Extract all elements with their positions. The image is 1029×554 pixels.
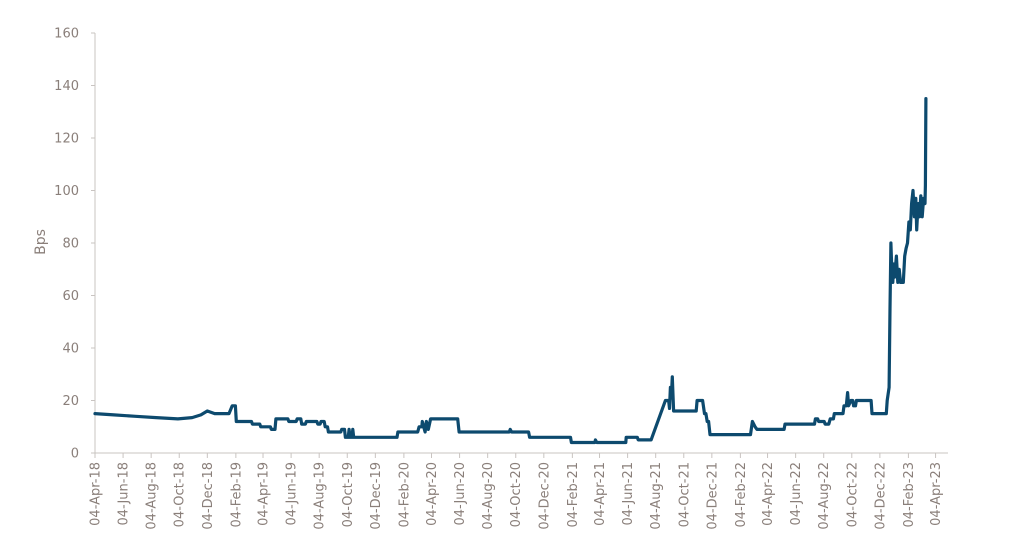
y-tick-label: 120 <box>54 132 79 147</box>
y-tick-label: 0 <box>71 447 79 462</box>
x-tick-label: 04-Oct-21 <box>677 462 692 527</box>
x-tick-label: 04-Aug-18 <box>145 462 160 530</box>
x-tick-label: 04-Feb-19 <box>229 462 244 527</box>
x-tick-label: 04-Aug-21 <box>649 462 664 530</box>
x-tick-label: 04-Apr-21 <box>593 462 608 526</box>
y-tick-label: 100 <box>54 184 79 199</box>
x-tick-label: 04-Dec-18 <box>201 462 216 530</box>
y-axis: 0 20 40 60 80 100 120 140 160 <box>54 27 96 462</box>
x-tick-label: 04-Dec-19 <box>369 462 384 530</box>
x-tick-label: 04-Aug-22 <box>817 462 832 530</box>
x-tick-label: 04-Aug-20 <box>481 462 496 530</box>
x-tick-label: 04-Oct-20 <box>509 462 524 527</box>
x-tick-label: 04-Dec-22 <box>873 462 888 530</box>
y-tick-label: 20 <box>62 394 79 409</box>
y-axis-title: Bps <box>33 229 49 255</box>
x-tick-label: 04-Jun-18 <box>117 462 132 526</box>
x-tick-label: 04-Jun-19 <box>285 462 300 526</box>
x-tick-label: 04-Oct-18 <box>173 462 188 527</box>
y-tick-label: 160 <box>54 27 79 42</box>
x-tick-label: 04-Jun-20 <box>453 462 468 526</box>
x-tick-label: 04-Oct-22 <box>845 462 860 527</box>
x-tick-label: 04-Feb-20 <box>397 462 412 527</box>
x-tick-label: 04-Jun-21 <box>621 462 636 526</box>
x-tick-label: 04-Aug-19 <box>313 462 328 530</box>
x-tick-label: 04-Feb-22 <box>734 462 749 527</box>
x-tick-label: 04-Apr-22 <box>761 462 776 526</box>
series-line <box>93 97 928 445</box>
x-tick-label: 04-Jun-22 <box>789 462 804 526</box>
x-tick-label: 04-Feb-23 <box>902 462 917 527</box>
y-tick-label: 40 <box>62 342 79 357</box>
x-tick-label: 04-Feb-21 <box>566 462 581 527</box>
x-tick-label: 04-Dec-20 <box>537 462 552 530</box>
x-tick-label: 04-Apr-20 <box>425 462 440 526</box>
y-tick-label: 80 <box>62 237 79 252</box>
x-tick-label: 04-Apr-19 <box>257 462 272 526</box>
x-tick-label: 04-Oct-19 <box>341 462 356 527</box>
y-tick-label: 140 <box>54 79 79 94</box>
plot-area <box>93 97 928 445</box>
y-tick-label: 60 <box>62 289 79 304</box>
x-tick-label: 04-Apr-18 <box>89 462 104 526</box>
x-tick-label: 04-Apr-23 <box>929 462 944 526</box>
x-tick-label: 04-Dec-21 <box>705 462 720 530</box>
x-axis: 04-Apr-18 04-Jun-18 04-Aug-18 04-Oct-18 04-D… <box>89 452 948 530</box>
